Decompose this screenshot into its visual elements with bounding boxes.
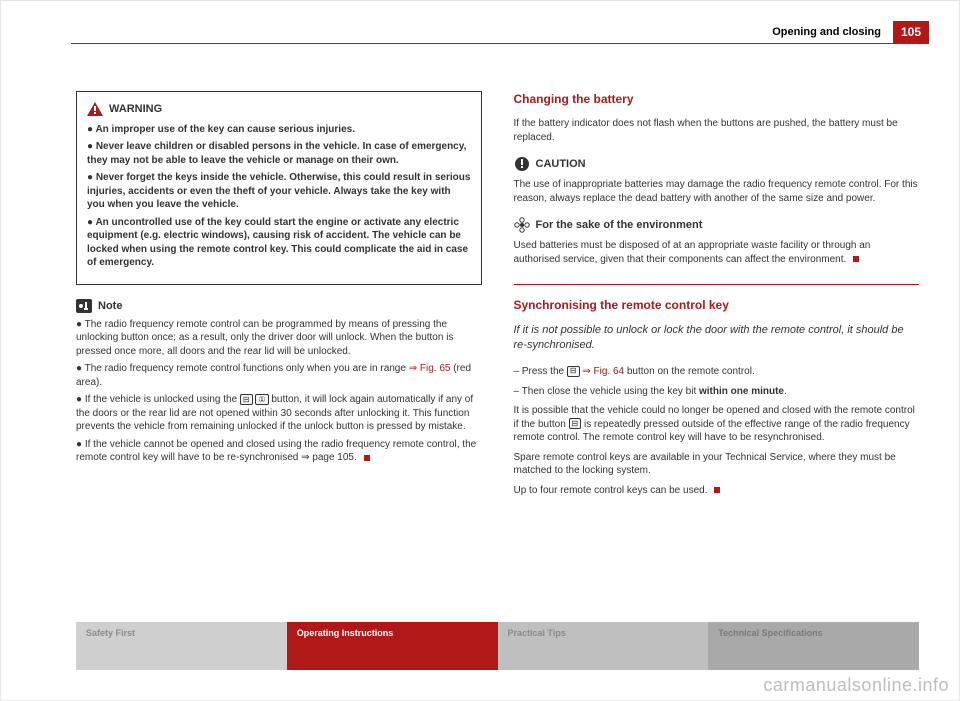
page-header: Opening and closing 105 — [772, 21, 929, 43]
caution-header: CAUTION — [514, 156, 920, 172]
fig-link[interactable]: ⇒ Fig. 64 — [582, 366, 624, 377]
section-title: Opening and closing — [772, 26, 881, 38]
warning-item: An uncontrolled use of the key could sta… — [87, 216, 471, 270]
environment-label: For the sake of the environment — [536, 218, 703, 233]
environment-text: Used batteries must be disposed of at an… — [514, 239, 920, 266]
tab-label: Operating Instructions — [297, 628, 394, 638]
para-text: Up to four remote control keys can be us… — [514, 485, 708, 496]
caution-text: The use of inappropriate batteries may d… — [514, 178, 920, 205]
step-text: button on the remote control. — [624, 366, 755, 377]
environment-header: For the sake of the environment — [514, 217, 920, 233]
note-text: The radio frequency remote control funct… — [85, 363, 409, 374]
page-number: 105 — [893, 21, 929, 43]
note-label: Note — [98, 299, 122, 314]
note-item: The radio frequency remote control funct… — [76, 362, 482, 389]
sync-step: Then close the vehicle using the key bit… — [514, 385, 920, 399]
heading-sync: Synchronising the remote control key — [514, 297, 920, 313]
battery-text: If the battery indicator does not flash … — [514, 117, 920, 144]
tab-practical[interactable]: Practical Tips — [498, 622, 709, 670]
tab-label: Practical Tips — [508, 628, 566, 638]
footer-tabs: Safety First Operating Instructions Prac… — [76, 622, 919, 670]
sync-para: Up to four remote control keys can be us… — [514, 484, 920, 498]
sync-step: Press the ⊟ ⇒ Fig. 64 button on the remo… — [514, 365, 920, 379]
sync-para: Spare remote control keys are available … — [514, 451, 920, 478]
tab-operating[interactable]: Operating Instructions — [287, 622, 498, 670]
env-text: Used batteries must be disposed of at an… — [514, 240, 871, 265]
sync-intro: If it is not possible to unlock or lock … — [514, 323, 920, 353]
unlock-key-icon: ① — [255, 394, 268, 405]
end-mark-icon — [853, 256, 859, 262]
tab-label: Technical Specifications — [718, 628, 822, 638]
header-rule — [71, 43, 929, 44]
tab-label: Safety First — [86, 628, 135, 638]
watermark: carmanualsonline.info — [763, 675, 949, 696]
step-bold: within one minute — [699, 386, 784, 397]
manual-page: Opening and closing 105 WARNING An impro… — [0, 0, 960, 701]
content-columns: WARNING An improper use of the key can c… — [76, 91, 919, 605]
caution-label: CAUTION — [536, 157, 586, 172]
unlock-key-icon: ⊟ — [569, 418, 582, 429]
unlock-key-icon: ⊟ — [567, 366, 580, 377]
warning-icon — [87, 102, 103, 116]
warning-item: Never leave children or disabled persons… — [87, 140, 471, 167]
note-header: Note — [76, 299, 482, 314]
note-item: If the vehicle cannot be opened and clos… — [76, 438, 482, 465]
left-column: WARNING An improper use of the key can c… — [76, 91, 482, 605]
sync-para: It is possible that the vehicle could no… — [514, 404, 920, 445]
tab-technical[interactable]: Technical Specifications — [708, 622, 919, 670]
note-item: The radio frequency remote control can b… — [76, 318, 482, 359]
step-text: Then close the vehicle using the key bit — [522, 386, 699, 397]
unlock-key-icon: ⊟ — [240, 394, 253, 405]
warning-item: Never forget the keys inside the vehicle… — [87, 171, 471, 212]
info-icon — [76, 299, 92, 313]
right-column: Changing the battery If the battery indi… — [514, 91, 920, 605]
tab-safety[interactable]: Safety First — [76, 622, 287, 670]
end-mark-icon — [714, 487, 720, 493]
note-text: If the vehicle is unlocked using the — [85, 394, 240, 405]
fig-link[interactable]: ⇒ Fig. 65 — [409, 363, 451, 374]
warning-box: WARNING An improper use of the key can c… — [76, 91, 482, 285]
caution-icon — [514, 156, 530, 172]
warning-label: WARNING — [109, 102, 162, 117]
warning-item: An improper use of the key can cause ser… — [87, 123, 471, 137]
heading-battery: Changing the battery — [514, 91, 920, 107]
step-text: . — [784, 386, 787, 397]
divider — [514, 284, 920, 285]
note-text: If the vehicle cannot be opened and clos… — [76, 439, 476, 464]
warning-header: WARNING — [87, 102, 471, 117]
step-text: Press the — [522, 366, 567, 377]
end-mark-icon — [364, 455, 370, 461]
note-item: If the vehicle is unlocked using the ⊟ ①… — [76, 393, 482, 434]
flower-icon — [514, 217, 530, 233]
